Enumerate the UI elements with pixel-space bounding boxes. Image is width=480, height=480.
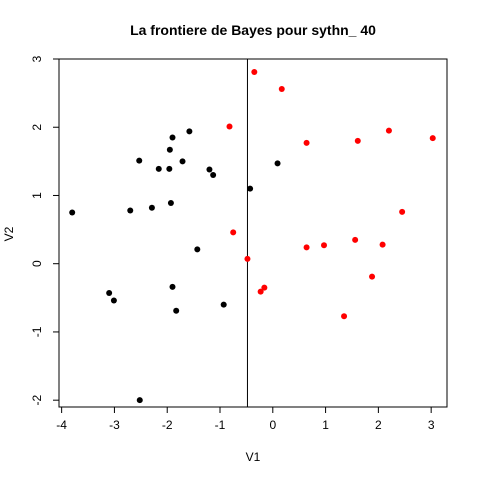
y-tick-label: -2	[30, 395, 44, 406]
data-point	[244, 255, 251, 262]
data-point	[354, 137, 361, 144]
data-point	[179, 158, 186, 165]
data-point	[169, 134, 176, 141]
data-point	[69, 209, 76, 216]
data-point	[399, 208, 406, 215]
data-point	[136, 157, 143, 164]
x-tick-label: -1	[215, 418, 226, 432]
y-axis-label: V2	[2, 226, 16, 241]
x-tick-label: -2	[162, 418, 173, 432]
data-point	[230, 229, 237, 236]
data-point	[186, 128, 193, 135]
plot-frame	[58, 58, 448, 408]
data-points	[69, 68, 436, 404]
x-axis-label: V1	[246, 450, 261, 464]
data-point	[136, 397, 143, 404]
data-point	[303, 244, 310, 251]
data-point	[278, 86, 285, 93]
data-point	[261, 284, 268, 291]
data-point	[110, 297, 117, 304]
data-point	[148, 204, 155, 211]
x-tick-label: 0	[269, 418, 276, 432]
data-point	[169, 283, 176, 290]
data-point	[220, 301, 227, 308]
data-point	[127, 207, 134, 214]
data-point	[194, 246, 201, 253]
y-tick-label: -1	[30, 326, 44, 337]
y-tick-label: 1	[30, 192, 44, 199]
data-point	[429, 135, 436, 142]
y-tick-label: 3	[30, 55, 44, 62]
data-point	[166, 146, 173, 153]
data-point	[341, 313, 348, 320]
data-point	[173, 307, 180, 314]
data-point	[321, 242, 328, 249]
x-tick-label: 2	[375, 418, 382, 432]
data-point	[226, 123, 233, 130]
data-point	[257, 288, 264, 295]
data-point	[385, 127, 392, 134]
data-point	[274, 160, 281, 167]
data-point	[206, 166, 213, 173]
data-point	[379, 241, 386, 248]
x-tick-label: -3	[109, 418, 120, 432]
data-point	[303, 139, 310, 146]
data-point	[247, 185, 254, 192]
data-point	[167, 199, 174, 206]
data-point	[352, 236, 359, 243]
x-tick-label: -4	[56, 418, 67, 432]
data-point	[369, 273, 376, 280]
chart-title: La frontiere de Bayes pour sythn_ 40	[130, 22, 376, 38]
series-1	[226, 68, 436, 320]
data-point	[106, 290, 113, 297]
y-tick-label: 0	[30, 260, 44, 267]
x-tick-label: 1	[322, 418, 329, 432]
data-point	[251, 68, 258, 75]
data-point	[210, 172, 217, 178]
y-axis-ticks: -2 -1 0 1 2 3	[30, 55, 59, 406]
data-point	[155, 165, 162, 172]
y-tick-label: 2	[30, 124, 44, 131]
x-axis-ticks: -4 -3 -2 -1 0 1 2 3	[56, 407, 435, 432]
data-point	[166, 165, 173, 172]
series-0	[69, 128, 281, 404]
x-tick-label: 3	[428, 418, 435, 432]
